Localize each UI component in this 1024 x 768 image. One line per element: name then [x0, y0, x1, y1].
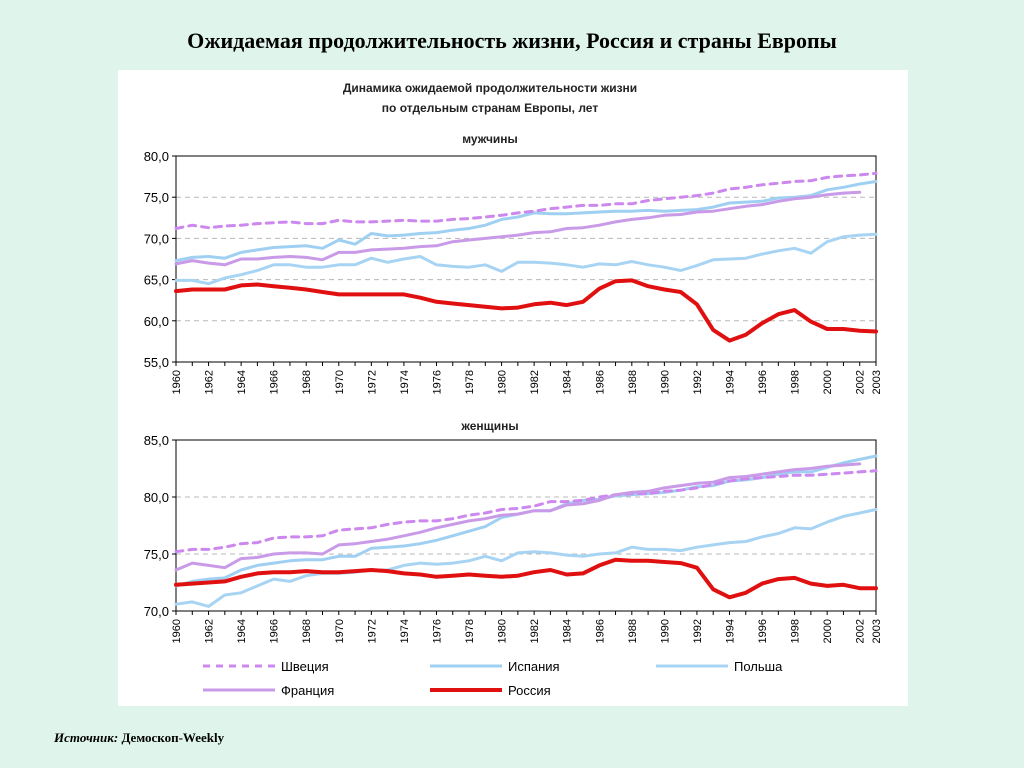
x-tick-label: 1974	[399, 619, 411, 643]
plot-frame	[175, 439, 877, 612]
x-tick-label: 1988	[627, 370, 639, 394]
series-line-Франция	[174, 190, 862, 267]
x-tick-label: 1960	[171, 619, 183, 643]
panel-title: женщины	[460, 419, 518, 433]
x-tick-label: 1972	[366, 619, 378, 643]
x-tick-label: 1960	[171, 370, 183, 394]
x-tick-label: 1994	[724, 619, 736, 643]
legend-label: Польша	[734, 659, 783, 674]
x-tick-label: 1980	[497, 619, 509, 643]
plot-frame	[175, 155, 877, 363]
chart-title-line1: Динамика ожидаемой продолжительности жиз…	[343, 81, 637, 95]
x-tick-label: 1970	[334, 619, 346, 643]
x-tick-label: 1962	[204, 619, 216, 643]
legend-label: Россия	[508, 683, 551, 698]
y-tick-label: 70,0	[144, 604, 169, 619]
source-value: Демоскоп-Weekly	[121, 730, 225, 745]
x-tick-label: 1978	[464, 370, 476, 394]
series-line-Испания	[174, 180, 878, 263]
x-tick-label: 1982	[529, 619, 541, 643]
x-tick-label: 2003	[871, 370, 883, 394]
x-tick-label: 1986	[594, 370, 606, 394]
x-tick-label: 1990	[659, 619, 671, 643]
y-tick-label: 60,0	[144, 314, 169, 329]
x-tick-label: 1964	[236, 619, 248, 643]
x-tick-label: 1984	[562, 619, 574, 643]
y-tick-label: 80,0	[144, 149, 169, 164]
y-tick-label: 75,0	[144, 190, 169, 205]
source-label: Источник	[54, 730, 114, 745]
x-tick-label: 1962	[204, 370, 216, 394]
x-tick-label: 1976	[431, 370, 443, 394]
chart-panel-2: женщины 70,0 75,0 80,0 85,0 1960 1962 1964 1966 1…	[144, 419, 883, 643]
x-tick-label: 1998	[790, 619, 802, 643]
slide-title: Ожидаемая продолжительность жизни, Росси…	[187, 28, 837, 53]
x-tick-label: 1994	[724, 370, 736, 394]
y-tick-label: 75,0	[144, 547, 169, 562]
series-line-Испания	[174, 454, 878, 588]
x-tick-label: 1984	[562, 370, 574, 394]
x-tick-label: 1996	[757, 619, 769, 643]
x-tick-label: 1980	[497, 370, 509, 394]
chart-panel-1: мужчины 55,0 60,0 65,0 70,0 75,0 80,0 1960 1962 1…	[144, 132, 883, 394]
series-line-Польша	[174, 508, 878, 608]
x-tick-label: 1982	[529, 370, 541, 394]
x-tick-label: 1968	[301, 619, 313, 643]
legend-item: Россия	[430, 683, 551, 698]
x-tick-label: 1966	[269, 370, 281, 394]
chart-card: Динамика ожидаемой продолжительности жиз…	[118, 70, 908, 706]
series-line-Россия	[174, 557, 878, 600]
chart-svg: Динамика ожидаемой продолжительности жиз…	[144, 81, 883, 698]
legend-item: Польша	[656, 659, 783, 674]
legend-label: Испания	[508, 659, 560, 674]
series-line-Франция	[174, 462, 862, 572]
x-tick-label: 1986	[594, 619, 606, 643]
source-note: Источник: Демоскоп-Weekly	[54, 730, 225, 745]
legend-item: Франция	[203, 683, 334, 698]
x-tick-label: 1972	[366, 370, 378, 394]
legend-item: Испания	[430, 659, 560, 674]
x-tick-label: 1974	[399, 370, 411, 394]
series-line-Польша	[174, 232, 878, 286]
legend-item: Швеция	[203, 659, 329, 674]
x-tick-label: 1992	[692, 619, 704, 643]
y-tick-label: 55,0	[144, 355, 169, 370]
x-tick-label: 1970	[334, 370, 346, 394]
y-tick-label: 65,0	[144, 273, 169, 288]
y-tick-label: 70,0	[144, 231, 169, 246]
panel-title: мужчины	[462, 132, 518, 146]
x-tick-label: 1966	[269, 619, 281, 643]
x-tick-label: 1992	[692, 370, 704, 394]
x-tick-label: 1998	[790, 370, 802, 394]
series-line-Швеция	[174, 469, 878, 554]
x-tick-label: 2000	[822, 370, 834, 394]
x-tick-label: 1988	[627, 619, 639, 643]
x-tick-label: 1964	[236, 370, 248, 394]
series-line-Россия	[174, 278, 878, 343]
x-tick-label: 2002	[855, 370, 867, 394]
series-line-Швеция	[174, 171, 878, 230]
y-tick-label: 85,0	[144, 433, 169, 448]
x-tick-label: 1976	[431, 619, 443, 643]
legend-label: Швеция	[281, 659, 329, 674]
x-tick-label: 1968	[301, 370, 313, 394]
x-tick-label: 1996	[757, 370, 769, 394]
x-tick-label: 2003	[871, 619, 883, 643]
y-tick-label: 80,0	[144, 490, 169, 505]
legend-label: Франция	[281, 683, 334, 698]
chart-title-line2: по отдельным странам Европы, лет	[382, 101, 599, 115]
x-tick-label: 1990	[659, 370, 671, 394]
x-tick-label: 2002	[855, 619, 867, 643]
x-tick-label: 1978	[464, 619, 476, 643]
x-tick-label: 2000	[822, 619, 834, 643]
